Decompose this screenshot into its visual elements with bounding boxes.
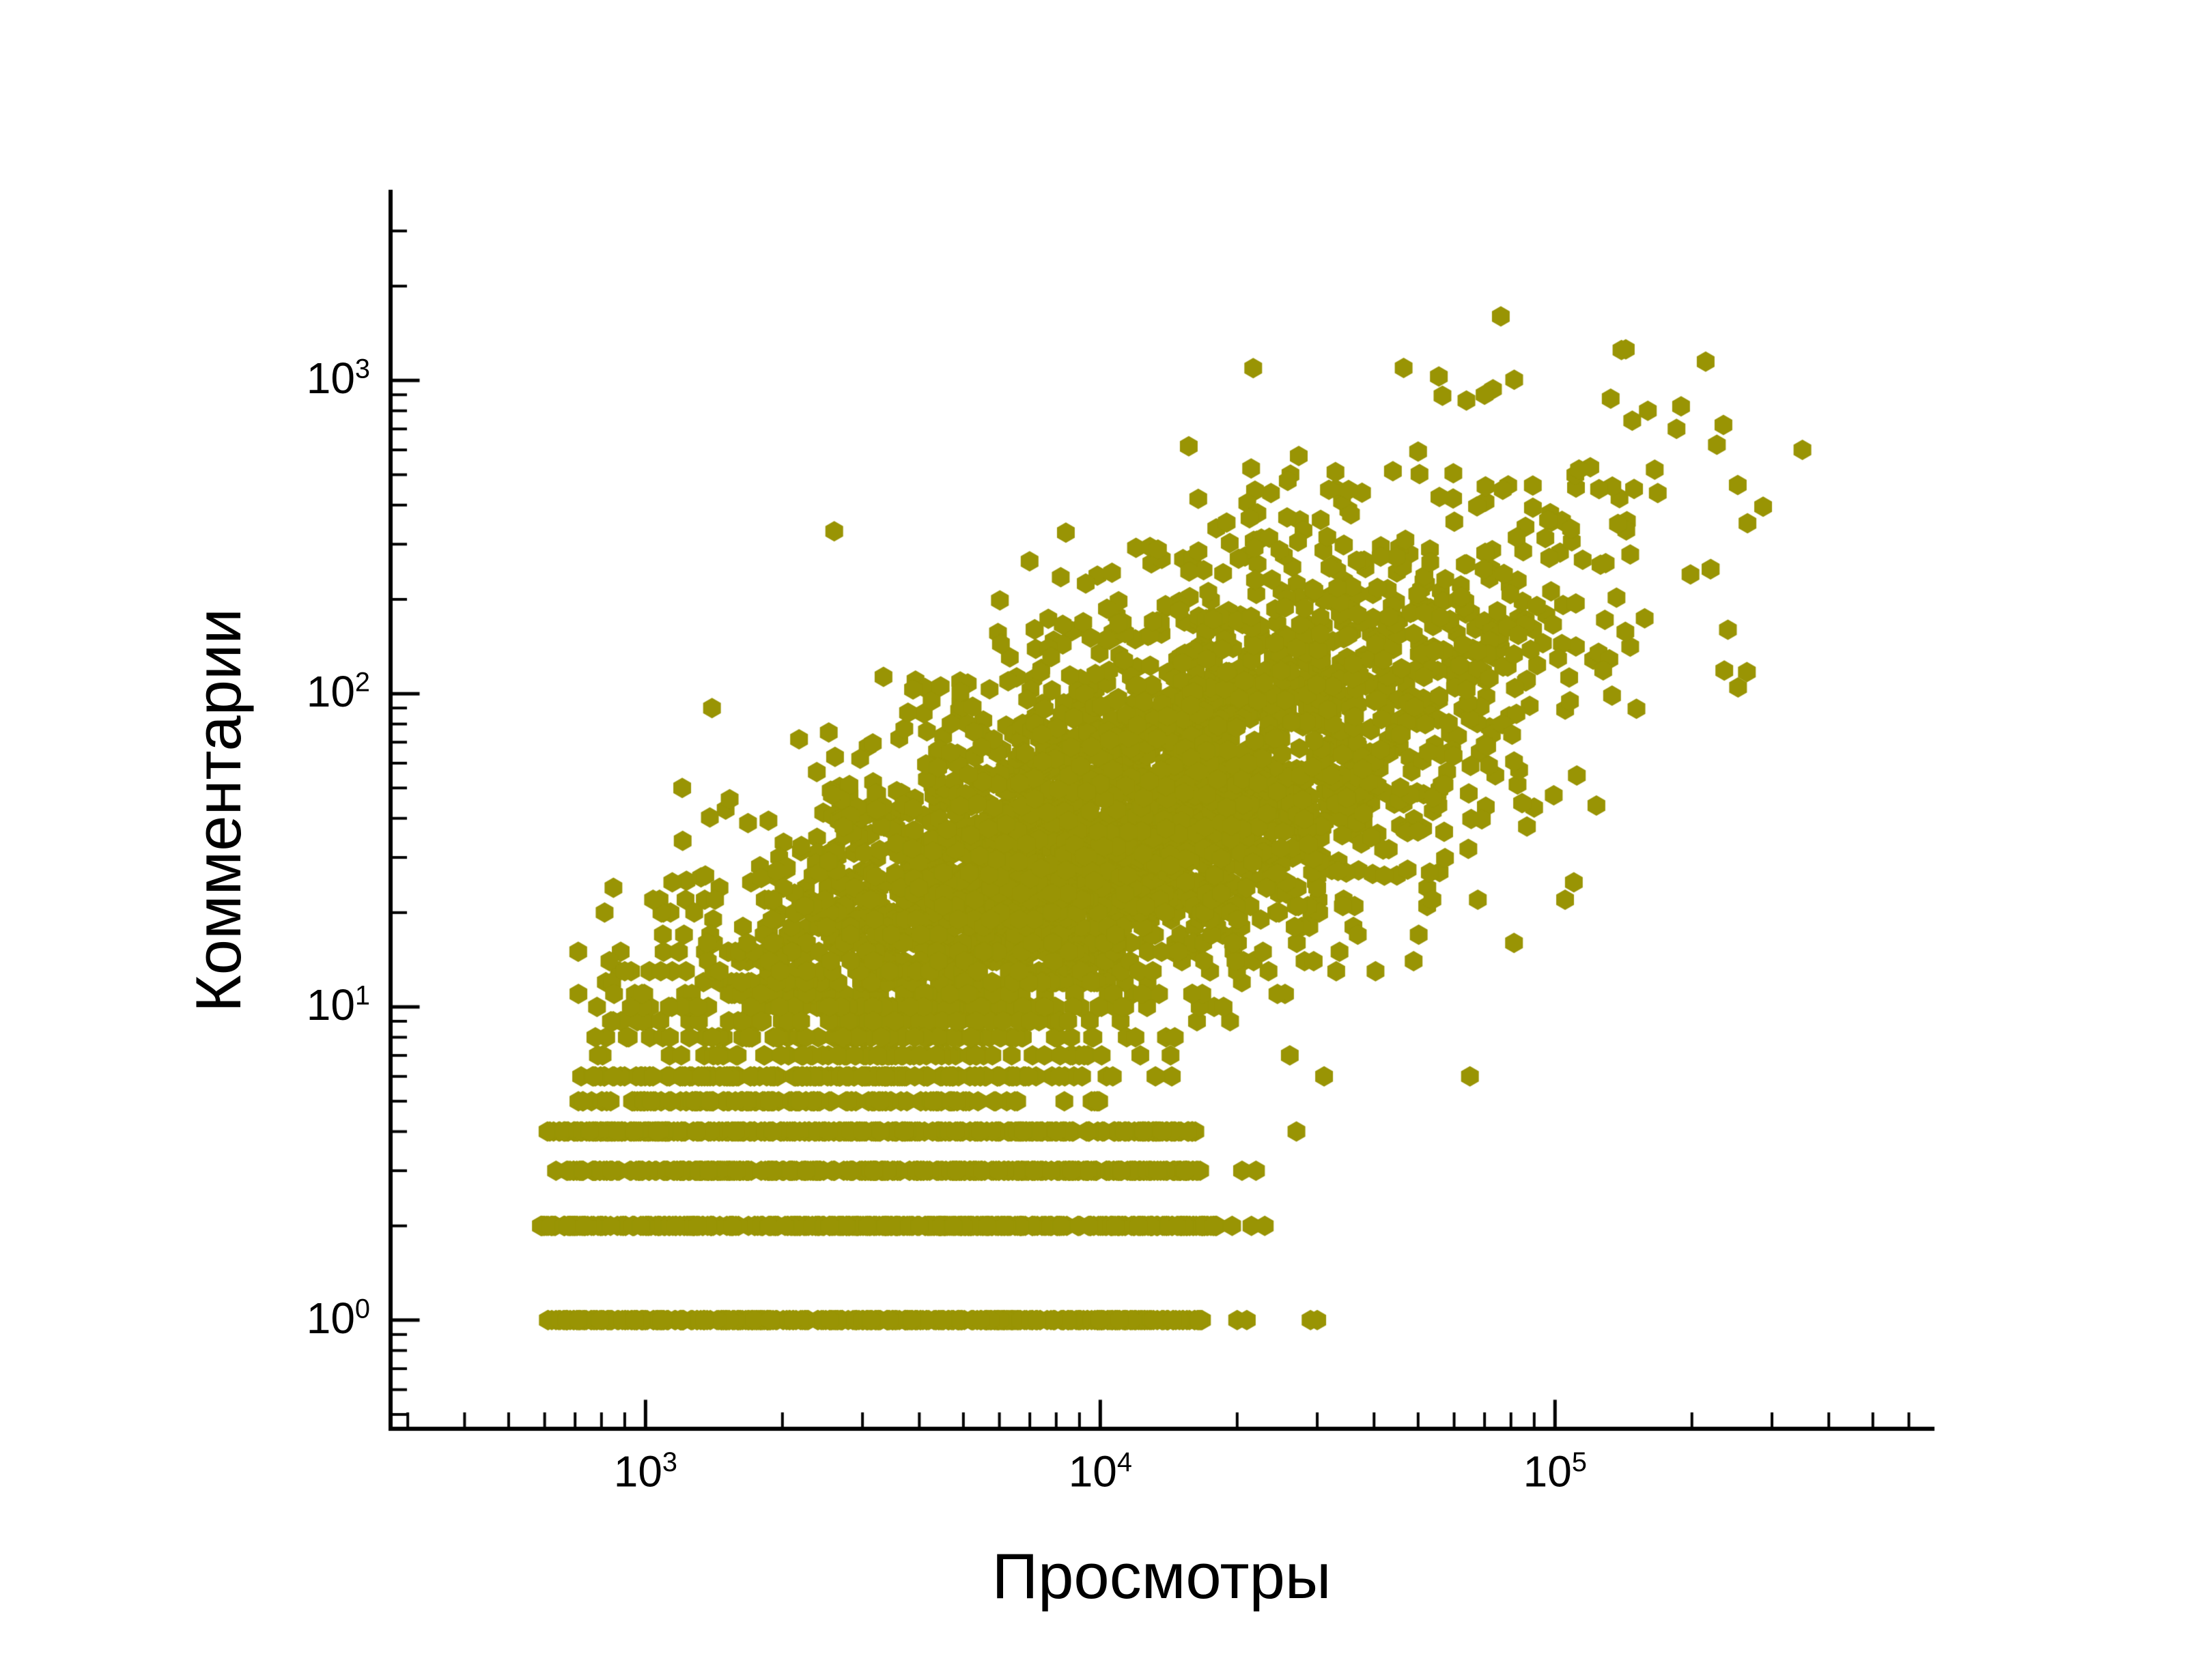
- x-axis-title: Просмотры: [991, 1540, 1332, 1612]
- y-tick-label: 103: [306, 354, 370, 403]
- x-tick-label: 104: [1068, 1447, 1132, 1496]
- x-tick-label: 105: [1523, 1447, 1587, 1496]
- y-axis-title: Комментарии: [182, 608, 254, 1013]
- y-tick-label: 101: [306, 980, 370, 1029]
- y-tick-label: 102: [306, 667, 370, 717]
- x-tick-label: 103: [613, 1447, 678, 1496]
- y-tick-label: 100: [306, 1293, 370, 1343]
